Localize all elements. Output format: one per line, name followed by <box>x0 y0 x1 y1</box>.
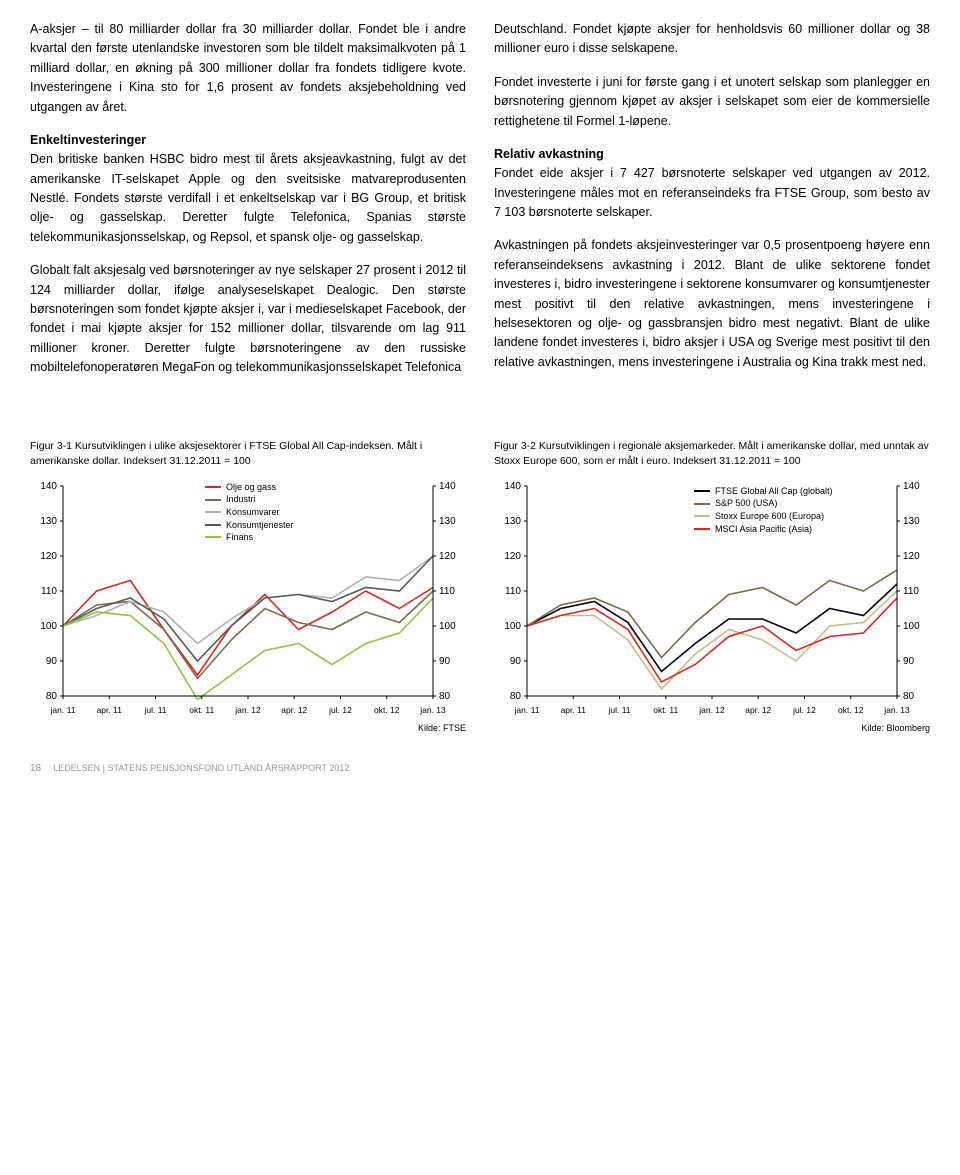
svg-text:120: 120 <box>439 551 456 562</box>
svg-text:140: 140 <box>504 481 521 492</box>
svg-text:100: 100 <box>903 621 920 632</box>
svg-text:jan. 13: jan. 13 <box>883 705 910 715</box>
svg-text:80: 80 <box>439 691 451 702</box>
legend-item: Konsumtjenester <box>205 519 294 532</box>
chart-legend: FTSE Global All Cap (globalt)S&P 500 (US… <box>694 485 833 535</box>
line-chart: Olje og gassIndustriKonsumvarerKonsumtje… <box>30 481 466 721</box>
svg-text:120: 120 <box>40 551 57 562</box>
svg-text:okt. 11: okt. 11 <box>653 705 678 715</box>
svg-text:90: 90 <box>46 656 58 667</box>
svg-text:okt. 12: okt. 12 <box>838 705 864 715</box>
footer-text: LEDELSEN | STATENS PENSJONSFOND UTLAND Å… <box>53 763 349 773</box>
svg-text:80: 80 <box>46 691 58 702</box>
para: Fondet investerte i juni for første gang… <box>494 73 930 131</box>
chart-source: Kilde: FTSE <box>30 723 466 733</box>
legend-item: S&P 500 (USA) <box>694 497 833 510</box>
svg-text:apr. 11: apr. 11 <box>561 705 587 715</box>
svg-text:apr. 11: apr. 11 <box>97 705 123 715</box>
legend-item: Stoxx Europe 600 (Europa) <box>694 510 833 523</box>
svg-text:140: 140 <box>903 481 920 492</box>
legend-item: MSCI Asia Pacific (Asia) <box>694 523 833 536</box>
svg-text:jul. 11: jul. 11 <box>143 705 166 715</box>
svg-text:110: 110 <box>439 586 455 597</box>
svg-text:100: 100 <box>40 621 57 632</box>
legend-item: Olje og gass <box>205 481 294 494</box>
para: Relativ avkastning Fondet eide aksjer i 7… <box>494 145 930 223</box>
heading: Relativ avkastning <box>494 147 604 161</box>
para: Enkeltinvesteringer Den britiske banken H… <box>30 131 466 247</box>
para: Avkastningen på fondets aksjeinvestering… <box>494 236 930 372</box>
legend-item: Konsumvarer <box>205 506 294 519</box>
svg-text:90: 90 <box>510 656 522 667</box>
svg-text:apr. 12: apr. 12 <box>281 705 307 715</box>
para-body: Den britiske banken HSBC bidro mest til … <box>30 152 466 244</box>
svg-text:130: 130 <box>439 516 456 527</box>
page-footer: 18 LEDELSEN | STATENS PENSJONSFOND UTLAN… <box>30 763 930 774</box>
svg-text:140: 140 <box>40 481 57 492</box>
svg-text:120: 120 <box>903 551 920 562</box>
svg-text:100: 100 <box>504 621 521 632</box>
figure-caption: Figur 3-1 Kursutviklingen i ulike aksjes… <box>30 439 466 468</box>
legend-item: Industri <box>205 493 294 506</box>
figure-caption: Figur 3-2 Kursutviklingen i regionale ak… <box>494 439 930 468</box>
chart-source: Kilde: Bloomberg <box>494 723 930 733</box>
svg-text:140: 140 <box>439 481 456 492</box>
svg-text:130: 130 <box>504 516 521 527</box>
line-chart: FTSE Global All Cap (globalt)S&P 500 (US… <box>494 481 930 721</box>
svg-text:110: 110 <box>505 586 521 597</box>
svg-text:110: 110 <box>41 586 57 597</box>
para: A-aksjer – til 80 milliarder dollar fra … <box>30 20 466 117</box>
svg-text:100: 100 <box>439 621 456 632</box>
legend-item: Finans <box>205 531 294 544</box>
svg-text:90: 90 <box>439 656 451 667</box>
para: Globalt falt aksjesalg ved børsnoteringe… <box>30 261 466 377</box>
svg-text:jan. 13: jan. 13 <box>419 705 446 715</box>
legend-item: FTSE Global All Cap (globalt) <box>694 485 833 498</box>
svg-text:130: 130 <box>903 516 920 527</box>
figure-3-2: Figur 3-2 Kursutviklingen i regionale ak… <box>494 439 930 732</box>
svg-text:jul. 12: jul. 12 <box>328 705 352 715</box>
svg-text:80: 80 <box>510 691 522 702</box>
svg-text:jan. 12: jan. 12 <box>234 705 261 715</box>
para-body: Fondet eide aksjer i 7 427 børsnoterte s… <box>494 166 930 219</box>
svg-text:120: 120 <box>504 551 521 562</box>
para: Deutschland. Fondet kjøpte aksjer for he… <box>494 20 930 59</box>
page-number: 18 <box>30 763 41 774</box>
svg-text:jul. 11: jul. 11 <box>607 705 630 715</box>
chart-legend: Olje og gassIndustriKonsumvarerKonsumtje… <box>205 481 294 544</box>
svg-text:jan. 11: jan. 11 <box>514 705 540 715</box>
svg-text:130: 130 <box>40 516 57 527</box>
svg-text:110: 110 <box>903 586 919 597</box>
svg-text:80: 80 <box>903 691 915 702</box>
svg-text:okt. 12: okt. 12 <box>374 705 400 715</box>
right-column: Deutschland. Fondet kjøpte aksjer for he… <box>494 20 930 391</box>
svg-text:okt. 11: okt. 11 <box>189 705 214 715</box>
svg-text:jan. 11: jan. 11 <box>50 705 76 715</box>
left-column: A-aksjer – til 80 milliarder dollar fra … <box>30 20 466 391</box>
svg-text:jan. 12: jan. 12 <box>698 705 725 715</box>
heading: Enkeltinvesteringer <box>30 133 146 147</box>
figure-3-1: Figur 3-1 Kursutviklingen i ulike aksjes… <box>30 439 466 732</box>
svg-text:90: 90 <box>903 656 915 667</box>
svg-text:jul. 12: jul. 12 <box>792 705 816 715</box>
svg-text:apr. 12: apr. 12 <box>745 705 771 715</box>
